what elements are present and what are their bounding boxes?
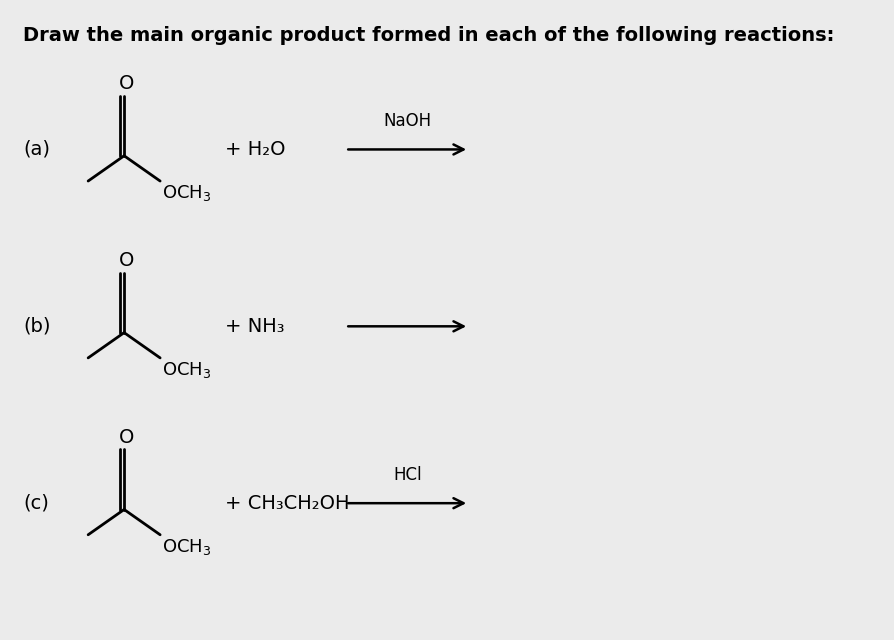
Text: OCH$_3$: OCH$_3$ xyxy=(163,360,212,380)
Text: O: O xyxy=(119,428,134,447)
Text: O: O xyxy=(119,251,134,270)
Text: (b): (b) xyxy=(23,317,50,336)
Text: HCl: HCl xyxy=(392,466,421,484)
Text: + H₂O: + H₂O xyxy=(225,140,286,159)
Text: (c): (c) xyxy=(23,493,49,513)
Text: + NH₃: + NH₃ xyxy=(225,317,285,336)
Text: OCH$_3$: OCH$_3$ xyxy=(163,537,212,557)
Text: OCH$_3$: OCH$_3$ xyxy=(163,183,212,203)
Text: NaOH: NaOH xyxy=(384,113,431,131)
Text: + CH₃CH₂OH: + CH₃CH₂OH xyxy=(225,493,350,513)
Text: O: O xyxy=(119,74,134,93)
Text: (a): (a) xyxy=(23,140,50,159)
Text: Draw the main organic product formed in each of the following reactions:: Draw the main organic product formed in … xyxy=(23,26,834,45)
